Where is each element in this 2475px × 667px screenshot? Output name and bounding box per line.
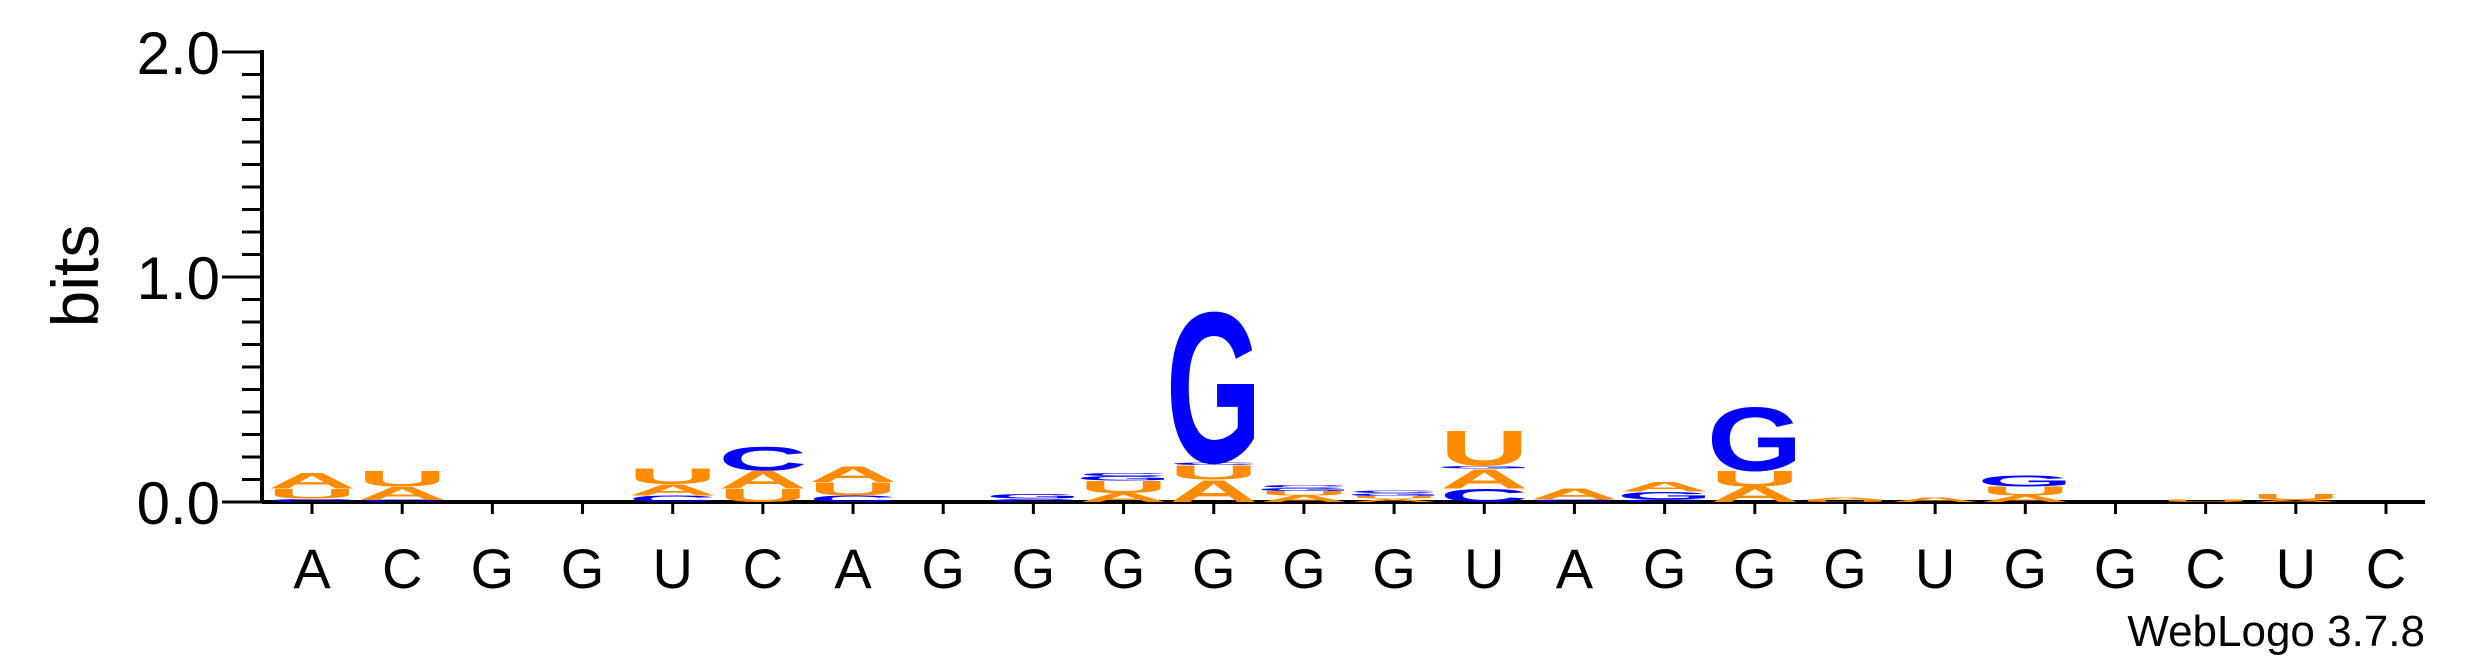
logo-letter-a: A [268,469,357,493]
logo-letter-g: G [1436,465,1532,469]
x-tick-label: A [834,537,872,600]
x-tick-label: C [743,537,783,600]
weblogo-credit: WebLogo 3.7.8 [2127,607,2425,656]
logo-letter-a: A [1350,498,1439,503]
x-tick-label: G [1643,537,1687,600]
logo-letter-g: G [1617,489,1713,501]
x-tick-label: G [1823,537,1867,600]
logo-letter-u: U [1259,490,1348,497]
logo-letter-c: C [1620,499,1709,503]
logo-letter-u: U [1981,484,2070,498]
logo-letter-g: G [1346,493,1442,497]
logo-letter-a: A [1440,463,1529,495]
x-tick-label: G [1192,537,1236,600]
logo-letter-u: U [358,466,447,490]
x-tick-label: C [2366,537,2406,600]
logo-letter-g: G [1166,268,1262,509]
x-tick-label: U [652,537,692,600]
x-tick-label: C [2185,537,2225,600]
logo-letter-u: U [1440,420,1529,476]
x-tick-label: U [1915,537,1955,600]
logo-letter-u: U [1079,477,1168,496]
x-tick-label: G [471,537,515,600]
logo-letter-u: U [809,478,898,499]
logo-letter-a: A [1801,497,1890,500]
logo-letter-a: A [628,481,717,498]
logo-letter-c: C [358,499,447,502]
logo-letter-a: A [1981,494,2070,505]
logo-letter-c: C [989,498,1078,503]
logo-letter-a: A [358,483,447,504]
logo-letter-c: C [1259,485,1348,488]
y-tick-label: 1.0 [137,245,220,312]
logo-letter-a: A [1620,479,1709,495]
x-tick-label: G [1012,537,1056,600]
logo-letter-u: U [1350,495,1439,499]
logo-letter-g: G [986,493,1082,500]
x-tick-label: G [1282,537,1326,600]
logo-letter-c: C [1350,490,1439,493]
logo-letter-u: U [1801,500,1890,503]
x-tick-label: G [2094,537,2138,600]
logo-letter-u: U [268,486,357,502]
logo-letter-u: U [1710,466,1799,490]
logo-letter-c: C [809,494,898,505]
logo-letter-a: A [1259,494,1348,505]
x-tick-label: A [1556,537,1594,600]
x-tick-label: U [2276,537,2316,600]
logo-letter-c: C [628,494,717,505]
x-tick-label: G [921,537,965,600]
logo-letter-u: U [2251,493,2340,502]
x-tick-label: C [382,537,422,600]
x-tick-label: A [293,537,331,600]
logo-letter-u: U [1169,461,1258,484]
logo-letter-a: A [1079,491,1168,505]
logo-letter-c: C [1079,472,1168,477]
logo-letter-c: C [268,498,357,503]
logo-letter-u: U [2161,499,2250,502]
logo-letter-g: G [1977,472,2073,489]
x-tick-label: G [1372,537,1416,600]
logo-letter-c: C [1169,462,1258,466]
y-tick-label: 0.0 [137,470,220,537]
y-tick-label: 2.0 [137,20,220,87]
y-axis-label: bits [38,225,112,328]
logo-letter-c: C [718,440,807,478]
logo-letter-a: A [1530,485,1619,502]
logo-letter-g: G [1707,388,1803,489]
logo-letter-u: U [628,464,717,488]
logo-letter-a: A [1891,496,1980,503]
logo-letter-u: U [718,485,807,506]
x-tick-label: G [561,537,605,600]
axes [260,50,2425,504]
logo-letter-a: A [718,466,807,494]
logo-letter-c: C [1440,485,1529,506]
x-tick-label: G [1102,537,1146,600]
x-tick-label: G [2004,537,2048,600]
y-ticks: 0.0 1.0 2.0 [137,20,262,537]
x-tick-label: G [1733,537,1777,600]
logo-letter-c: C [1530,499,1619,503]
logo-letter-a: A [809,462,898,486]
logo-letter-a: A [2251,499,2340,502]
x-tick-label: U [1464,537,1504,600]
logo-letter-g: G [1256,487,1352,492]
logo-letter-g: G [1076,475,1172,482]
